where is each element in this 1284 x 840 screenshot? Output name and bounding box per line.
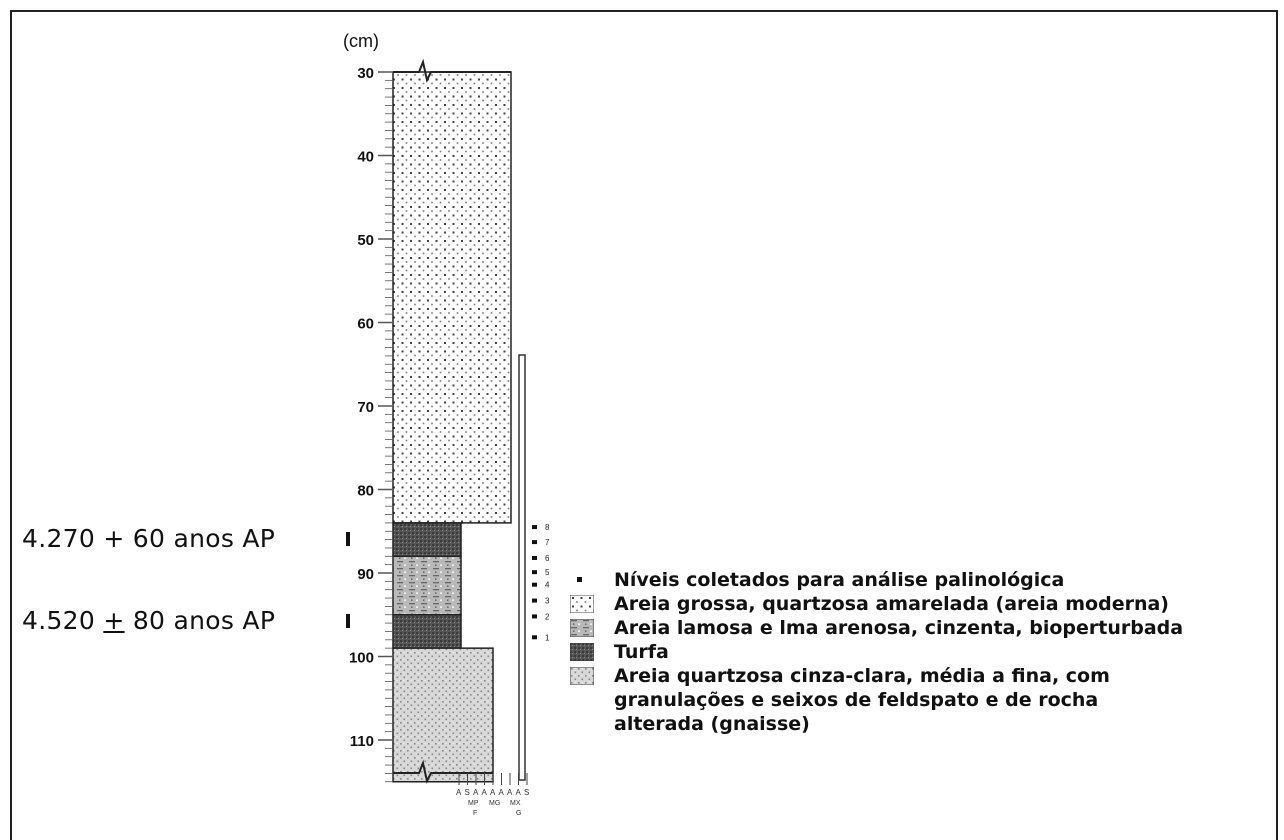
layer-turfa [392, 614, 462, 649]
legend-line: alterada (gnaisse) [614, 713, 810, 735]
date-2-text-after: 80 anos AP [124, 606, 276, 635]
sample-number: 6 [545, 554, 550, 563]
grain-scale-label: A [482, 788, 488, 797]
bottom-break-line [393, 759, 493, 784]
depth-axis: 30 40 50 60 70 80 90 100 110 [349, 65, 392, 783]
grain-scale-label: A [490, 788, 496, 797]
legend-item-sampled-levels: Níveis coletados para análise palinológi… [570, 568, 1270, 592]
grain-scale-label: S [524, 788, 529, 797]
sample-marker [532, 614, 537, 619]
sample-number: 5 [545, 568, 550, 577]
depth-tick-label: 50 [357, 232, 374, 249]
layer-areia-lamosa [392, 555, 462, 616]
legend-label: Areia grossa, quartzosa amarelada (areia… [614, 593, 1169, 615]
fine-sand-swatch-icon [570, 667, 594, 685]
grain-scale-label: A [499, 788, 505, 797]
sample-marker [532, 540, 537, 545]
legend-label: Areia lamosa e lma arenosa, cinzenta, bi… [614, 617, 1184, 639]
layer-areia-grossa [392, 71, 512, 524]
sample-number: 2 [545, 612, 550, 621]
peat-swatch-icon [570, 643, 594, 661]
date-label-1: 4.270 + 60 anos AP [22, 524, 275, 553]
grain-scale-label: S [465, 788, 470, 797]
sample-number: 7 [545, 538, 550, 547]
legend-item-peat: Turfa [570, 640, 1270, 664]
depth-tick-label: 80 [357, 483, 374, 500]
sample-marker [532, 582, 537, 587]
date-marker-2 [346, 614, 350, 628]
legend-item-fine-sand: Areia quartzosa cinza-clara, média a fin… [570, 664, 1270, 736]
depth-tick-label: 100 [349, 650, 374, 667]
grain-scale-label: F [473, 810, 477, 817]
grain-scale-label: G [516, 810, 521, 817]
grain-scale-label: MX [510, 800, 521, 807]
legend-label: Areia quartzosa cinza-clara, média a fin… [614, 664, 1110, 736]
depth-tick-label: 70 [357, 399, 374, 416]
grain-scale-label: MP [468, 800, 479, 807]
legend-item-muddy-sand: Areia lamosa e lma arenosa, cinzenta, bi… [570, 616, 1270, 640]
sample-marker [532, 598, 537, 603]
top-break-line [393, 58, 511, 83]
sample-marker [532, 635, 537, 640]
grain-scale-label: A [473, 788, 479, 797]
date-label-2: 4.520 + 80 anos AP [22, 606, 275, 635]
depth-tick-label: 90 [357, 566, 374, 583]
depth-unit-label: (cm) [343, 31, 379, 51]
date-marker-1 [346, 532, 350, 546]
layers-group [392, 71, 512, 783]
sample-marker [532, 555, 537, 560]
grain-scale-label: MG [489, 800, 500, 807]
sample-number: 3 [545, 597, 550, 606]
sample-column [518, 354, 526, 781]
grain-scale-label: A [516, 788, 522, 797]
coarse-sand-swatch-icon [570, 595, 594, 613]
sample-marker [532, 525, 537, 530]
sample-markers: 8 7 6 5 4 3 2 1 [532, 523, 550, 642]
legend-line: granulações e seixos de feldspato e de r… [614, 689, 1099, 711]
legend-label: Níveis coletados para análise palinológi… [614, 569, 1065, 591]
grain-scale-label: A [456, 788, 462, 797]
grain-scale-label: A [507, 788, 513, 797]
figure-frame [10, 10, 1278, 840]
layer-areia-quartzosa [392, 647, 494, 783]
depth-tick-label: 60 [357, 316, 374, 333]
layer-turfa [392, 522, 462, 558]
legend-item-coarse-sand: Areia grossa, quartzosa amarelada (areia… [570, 592, 1270, 616]
sample-number: 1 [545, 633, 550, 642]
depth-tick-label: 40 [357, 149, 374, 166]
legend-line: Areia quartzosa cinza-clara, média a fin… [614, 665, 1110, 687]
sample-number: 8 [545, 523, 550, 532]
legend: Níveis coletados para análise palinológi… [570, 568, 1270, 736]
muddy-sand-swatch-icon [570, 619, 594, 637]
sample-dot-icon [570, 571, 594, 589]
date-2-text-before: 4.520 [22, 606, 104, 635]
date-1-text: 4.270 + 60 anos AP [22, 524, 276, 553]
depth-tick-label: 110 [350, 733, 374, 750]
sample-number: 4 [545, 581, 550, 590]
legend-label: Turfa [614, 641, 669, 663]
date-2-plus-minus: + [103, 606, 125, 635]
sample-marker [532, 570, 537, 575]
grain-size-scale: A S A A A A A A SMP MG MXF G [456, 773, 529, 817]
depth-tick-label: 30 [357, 65, 374, 82]
